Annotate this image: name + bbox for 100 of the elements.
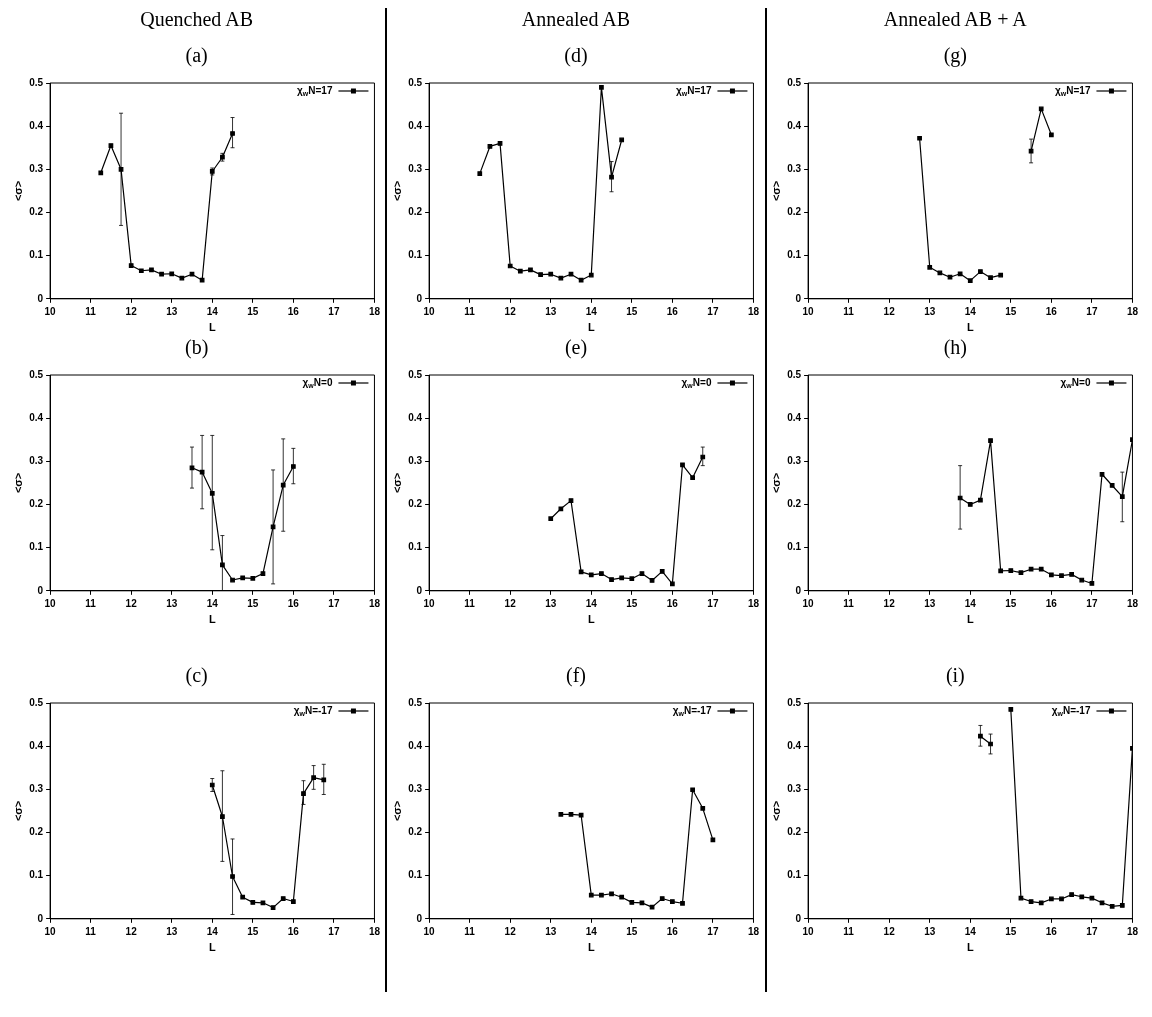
- x-tick-label: 16: [1046, 305, 1058, 317]
- x-tick-label: 17: [327, 925, 340, 937]
- point: [250, 575, 255, 581]
- x-tick-label: 10: [423, 305, 436, 317]
- x-tick-label: 15: [626, 305, 638, 317]
- x-tick-label: 10: [802, 925, 815, 937]
- x-axis-title: L: [967, 321, 975, 334]
- point: [947, 274, 953, 280]
- y-tick-label: 0.5: [787, 76, 802, 88]
- x-tick-label: 12: [883, 597, 896, 609]
- y-tick-label: 0.5: [787, 368, 802, 380]
- x-tick-label: 10: [44, 925, 56, 937]
- y-tick-label: 0.4: [28, 119, 44, 131]
- x-tick-label: 12: [125, 597, 137, 609]
- y-tick-label: 0.3: [787, 163, 802, 175]
- x-tick-label: 17: [1086, 305, 1099, 317]
- point: [280, 896, 286, 901]
- chart-title: (f): [565, 664, 587, 689]
- y-tick-label: 0.3: [408, 455, 423, 467]
- x-tick-label: 11: [843, 925, 855, 937]
- y-tick-label: 0: [795, 292, 802, 304]
- point: [1049, 132, 1055, 138]
- x-tick-label: 12: [125, 305, 137, 317]
- chart-title: (e): [563, 336, 589, 361]
- x-tick-label: 10: [802, 305, 815, 317]
- point: [629, 900, 635, 905]
- point: [1079, 894, 1085, 900]
- y-tick-label: 0.5: [28, 368, 44, 380]
- x-tick-label: 15: [1005, 305, 1018, 317]
- point: [669, 581, 675, 587]
- x-axis-title: L: [967, 613, 975, 626]
- y-tick-label: 0.3: [787, 455, 802, 467]
- y-tick-label: 0: [416, 912, 423, 924]
- point: [507, 263, 513, 269]
- x-tick-label: 16: [287, 305, 300, 317]
- chart-title: (a): [184, 44, 209, 69]
- x-tick-label: 11: [843, 597, 855, 609]
- y-tick-label: 0: [37, 584, 44, 596]
- point: [1089, 895, 1095, 901]
- point: [179, 275, 184, 281]
- x-tick-label: 11: [464, 305, 476, 317]
- x-tick-label: 12: [125, 925, 137, 937]
- y-tick-label: 0.2: [28, 206, 44, 218]
- point: [128, 263, 134, 268]
- y-tick-label: 0.1: [28, 249, 44, 261]
- x-tick-label: 16: [666, 597, 679, 609]
- point: [609, 577, 614, 582]
- y-tick-label: 0.5: [28, 696, 44, 708]
- y-axis-title: <σ>: [769, 472, 782, 494]
- chart-subtitle: Quenched AB: [139, 8, 255, 32]
- x-tick-label: 15: [1005, 925, 1018, 937]
- x-tick-label: 10: [802, 597, 815, 609]
- point: [528, 267, 533, 273]
- x-tick-label: 18: [368, 597, 381, 609]
- point: [548, 271, 554, 277]
- chart-title: (i): [944, 664, 966, 689]
- chart-subtitle: Annealed AB + A: [882, 8, 1028, 32]
- chart-title: (h): [942, 336, 968, 361]
- x-tick-label: 13: [545, 305, 557, 317]
- point: [1039, 106, 1044, 112]
- y-axis-title: <σ>: [390, 472, 403, 494]
- point: [1008, 707, 1014, 712]
- y-tick-label: 0.1: [28, 869, 44, 881]
- point: [958, 271, 963, 277]
- x-tick-label: 10: [44, 597, 56, 609]
- point: [108, 143, 113, 148]
- point: [978, 269, 984, 274]
- x-axis-title: L: [587, 941, 595, 954]
- x-tick-label: 14: [965, 305, 977, 317]
- x-tick-label: 10: [423, 597, 436, 609]
- point: [239, 575, 245, 581]
- point: [690, 787, 695, 793]
- point: [937, 270, 943, 276]
- point: [1008, 568, 1014, 573]
- x-tick-label: 18: [368, 925, 381, 937]
- x-tick-label: 12: [504, 925, 517, 937]
- point: [209, 490, 215, 496]
- y-axis-title: <σ>: [11, 180, 24, 202]
- point: [1089, 581, 1095, 586]
- x-tick-label: 17: [1086, 597, 1099, 609]
- x-tick-label: 10: [44, 305, 56, 317]
- point: [148, 267, 154, 273]
- y-tick-label: 0.1: [787, 249, 802, 261]
- point: [98, 170, 103, 176]
- y-tick-label: 0.3: [408, 783, 423, 795]
- point: [978, 497, 984, 503]
- point: [619, 894, 625, 900]
- x-tick-label: 14: [965, 925, 977, 937]
- point: [250, 900, 255, 905]
- point: [927, 264, 933, 270]
- point: [260, 571, 265, 576]
- point: [497, 141, 503, 146]
- x-tick-label: 14: [965, 597, 977, 609]
- point: [138, 268, 144, 274]
- x-tick-label: 11: [464, 925, 476, 937]
- point: [629, 576, 635, 582]
- x-tick-label: 13: [165, 597, 178, 609]
- point: [988, 275, 994, 281]
- point: [568, 811, 574, 817]
- chart-subtitle: Annealed AB: [520, 8, 632, 32]
